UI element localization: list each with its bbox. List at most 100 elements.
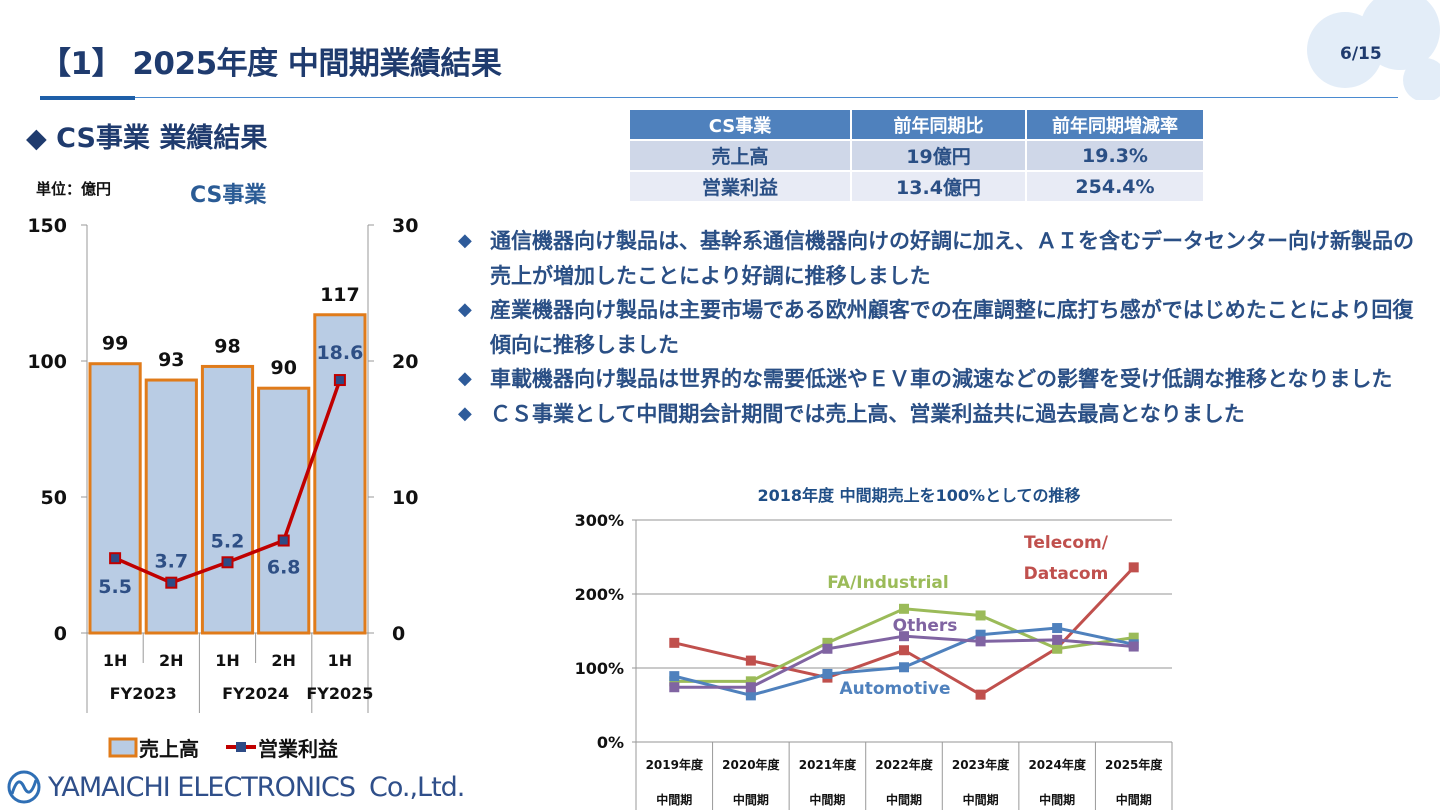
y-tick-left: 50 <box>41 487 67 509</box>
divider <box>40 97 1398 98</box>
table-cell: 売上高 <box>628 139 852 172</box>
unit-label: 単位：億円 <box>36 180 112 198</box>
series-marker <box>745 655 756 666</box>
profit-label: 6.8 <box>267 557 301 579</box>
legend-label: 売上高 <box>139 737 199 761</box>
series-marker <box>745 682 756 693</box>
series-marker <box>669 637 680 648</box>
bar <box>313 313 367 635</box>
page-number: 6/15 <box>1340 44 1382 64</box>
profit-marker <box>221 556 234 569</box>
legend-label: 営業利益 <box>258 737 338 761</box>
x-tick: 中間期 <box>733 792 769 807</box>
x-tick: 2023年度 <box>952 757 1010 772</box>
series-marker <box>1052 634 1063 645</box>
series-marker <box>899 631 909 642</box>
series-marker <box>1128 562 1139 573</box>
x-tick: 2H <box>159 651 184 670</box>
series-marker <box>669 676 680 687</box>
series-marker <box>975 610 986 621</box>
series-label: Datacom <box>1024 564 1109 584</box>
legend-marker <box>236 742 246 752</box>
profit-label: 3.7 <box>154 551 188 573</box>
x-tick: 1H <box>215 651 240 670</box>
series-label: Others <box>893 616 958 636</box>
company-logo: YAMAICHI ELECTRONICS Co.,Ltd. <box>6 770 465 804</box>
cs-bar-line-chart: 0 50 100 150 0 10 20 30 99 1H 93 2H 98 1H 90 2H 117 1H FY2… <box>27 215 418 761</box>
bar-label: 99 <box>102 333 128 355</box>
series-marker <box>669 682 680 693</box>
bar <box>200 364 255 635</box>
series-marker <box>669 671 680 682</box>
bullet-item: ◆ 産業機器向け製品は主要市場である欧州顧客での在庫調整に底打ち感がではじめたこと… <box>458 293 1428 362</box>
growth-line-chart: 2018年度 中間期売上を100%としての推移 0% 100% 200% 300% 201… <box>575 486 1173 810</box>
x-tick: 2024年度 <box>1028 757 1086 772</box>
profit-marker <box>277 534 290 547</box>
x-tick: 中間期 <box>886 792 922 807</box>
table-row: 営業利益 13.4億円 254.4% <box>628 170 1205 203</box>
bar-label: 98 <box>214 335 240 357</box>
diamond-icon: ◆ <box>458 402 472 424</box>
bullet-text: 車載機器向け製品は世界的な需要低迷やＥＶ車の減速などの影響を受け低調な推移となり… <box>490 367 1393 391</box>
x-tick: 2019年度 <box>646 757 704 772</box>
bar-label: 93 <box>158 349 184 371</box>
series-label: Automotive <box>839 679 950 699</box>
diamond-icon: ◆ <box>458 299 472 320</box>
x-tick: 2022年度 <box>875 757 933 772</box>
series-marker <box>975 636 986 647</box>
x-tick: 中間期 <box>1116 792 1152 807</box>
x-tick: 中間期 <box>809 792 845 807</box>
table-header: CS事業 <box>628 108 852 141</box>
diamond-icon: ◆ <box>458 368 472 389</box>
series-label: Telecom/ <box>1024 533 1109 553</box>
diamond-icon: ◆ <box>458 230 472 251</box>
logo-text: YAMAICHI ELECTRONICS <box>48 771 356 803</box>
y-tick-right: 0 <box>392 623 405 645</box>
bullet-item: ◆ 車載機器向け製品は世界的な需要低迷やＥＶ車の減速などの影響を受け低調な推移とな… <box>458 362 1428 397</box>
table-cell: 254.4% <box>1025 170 1205 203</box>
y-tick-right: 10 <box>392 487 418 509</box>
profit-marker <box>165 576 178 589</box>
profit-label: 5.2 <box>211 530 245 552</box>
table-cell: 13.4億円 <box>850 170 1027 203</box>
y-tick: 300% <box>575 511 624 530</box>
series-marker <box>1128 632 1139 643</box>
series-marker <box>1052 643 1063 654</box>
bullet-item: ◆ 通信機器向け製品は、基幹系通信機器向けの好調に加え、ＡＩを含むデータセンター向… <box>458 224 1428 293</box>
bullet-text: ＣＳ事業として中間期会計期間では売上高、営業利益共に過去最高となりました <box>490 401 1245 426</box>
x-tick: 中間期 <box>1039 792 1075 807</box>
profit-marker <box>109 552 122 565</box>
y-tick-right: 20 <box>392 351 418 373</box>
series-marker <box>822 637 833 648</box>
x-tick: 中間期 <box>963 792 999 807</box>
bullet-item: ◆ ＣＳ事業として中間期会計期間では売上高、営業利益共に過去最高となりました <box>458 397 1428 432</box>
logo-mark-icon <box>7 770 41 804</box>
table-header: 前年同期比 <box>850 108 1027 141</box>
x-tick: 2H <box>271 651 296 670</box>
table-cell: 営業利益 <box>628 170 852 203</box>
bar-label: 117 <box>320 284 360 306</box>
profit-label: 5.5 <box>98 576 132 598</box>
x-group-label: FY2023 <box>110 684 177 703</box>
bullet-list: ◆ 通信機器向け製品は、基幹系通信機器向けの好調に加え、ＡＩを含むデータセンター向… <box>458 224 1428 431</box>
y-tick: 0% <box>597 733 624 752</box>
divider-accent <box>40 96 135 100</box>
series-marker <box>899 662 909 673</box>
summary-table: CS事業 前年同期比 前年同期増減率 売上高 19億円 19.3% 営業利益 13.4億円… <box>628 108 1205 203</box>
logo-suffix: Co.,Ltd. <box>368 771 465 803</box>
page-title: 【1】 2025年度 中間期業績結果 <box>40 46 502 82</box>
chart-title: CS事業 <box>190 183 267 208</box>
table-row: 売上高 19億円 19.3% <box>628 139 1205 172</box>
bar <box>144 378 198 635</box>
table-cell: 19.3% <box>1025 139 1205 172</box>
table-header: 前年同期増減率 <box>1025 108 1205 141</box>
y-tick: 200% <box>575 585 624 604</box>
y-tick: 100% <box>575 659 624 678</box>
series-marker <box>899 603 909 614</box>
series-marker <box>975 629 986 640</box>
y-tick-left: 0 <box>54 623 67 645</box>
decorative-blob <box>1300 0 1440 102</box>
y-tick-right: 30 <box>392 215 418 237</box>
profit-marker <box>333 374 346 387</box>
profit-label: 18.6 <box>316 342 363 364</box>
